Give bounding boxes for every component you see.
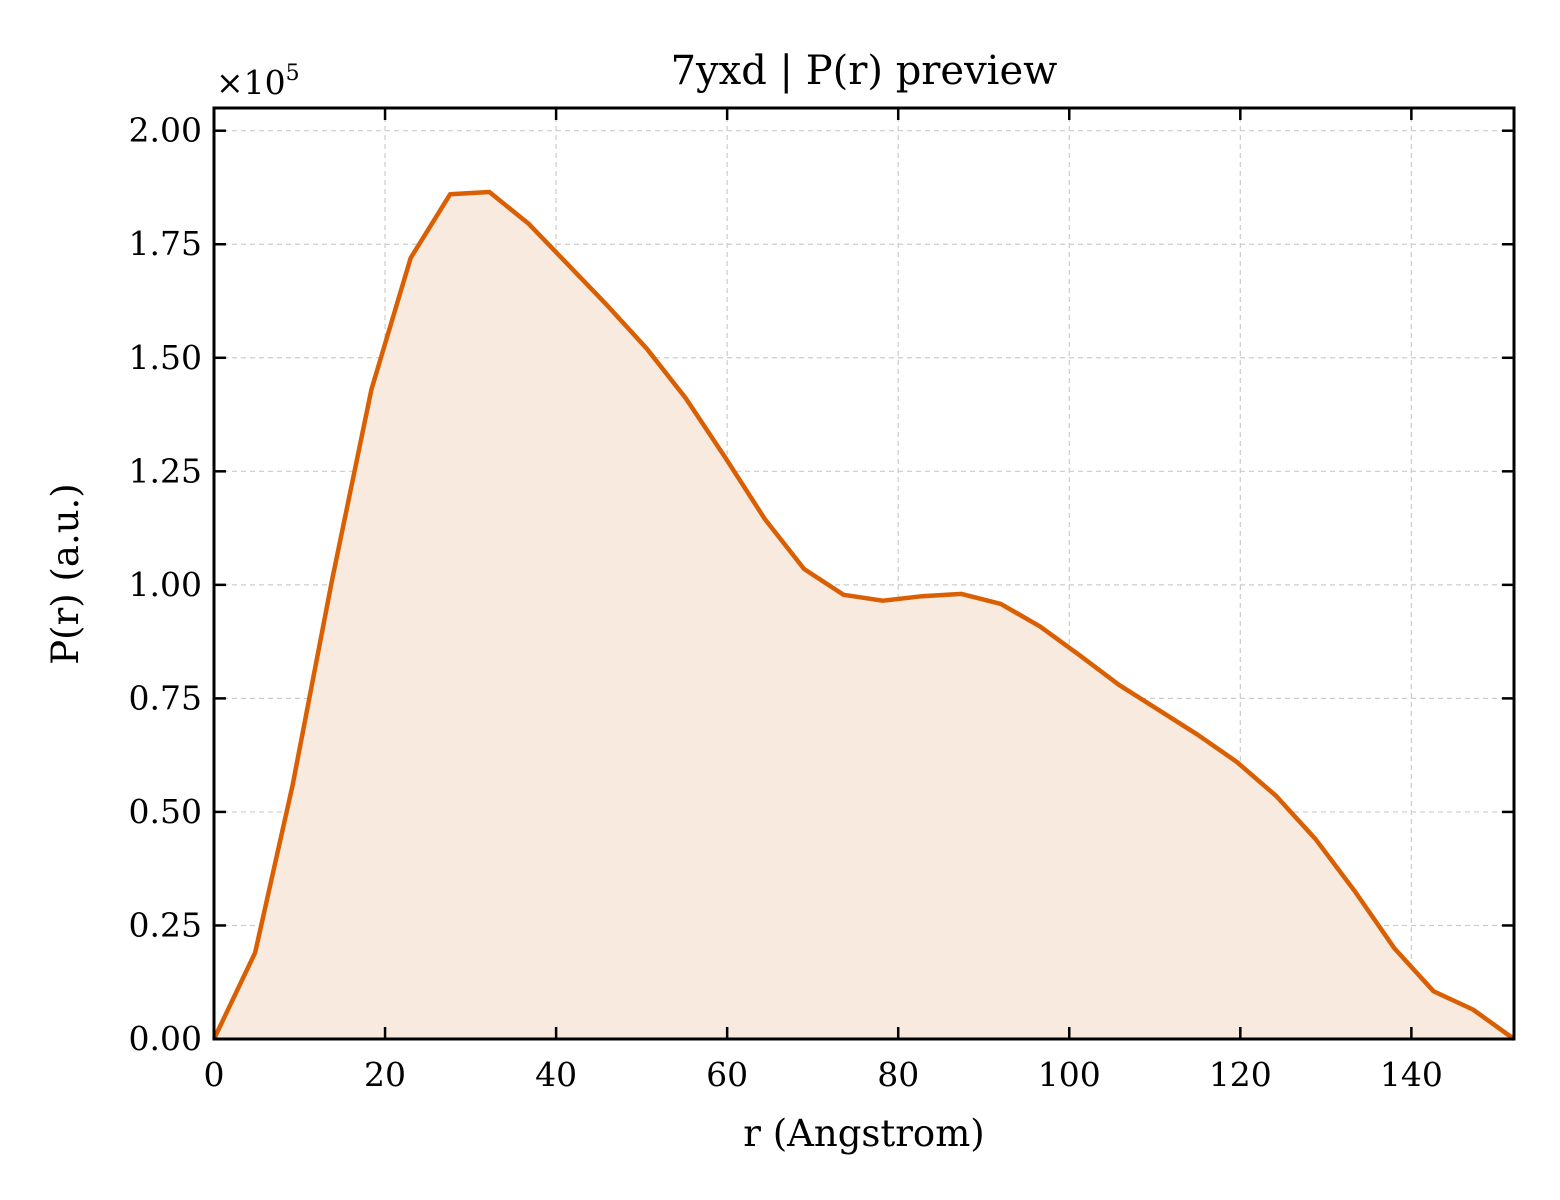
x-tick-label: 120 [1209,1055,1272,1094]
y-axis-multiplier-exponent: 5 [286,61,300,86]
y-tick-label: 0.75 [129,678,202,717]
y-tick-label: 1.25 [129,451,202,490]
plot-frame [212,106,1516,1041]
y-tick-label: 2.00 [129,111,202,150]
x-tick-label: 0 [204,1055,225,1094]
pr-area-fill [214,192,1514,1039]
y-tick-label: 0.25 [129,905,202,944]
y-tick-label: 1.75 [129,224,202,263]
x-tick-label: 40 [535,1055,577,1094]
y-tick-label: 0.00 [129,1019,202,1058]
y-axis-multiplier-base: ×10 [216,63,286,102]
x-tick-label: 100 [1038,1055,1101,1094]
y-tick-label: 0.50 [129,792,202,831]
x-tick-label: 140 [1380,1055,1443,1094]
x-tick-label: 80 [877,1055,919,1094]
y-axis-multiplier: ×105 [216,61,300,102]
tick-labels: 0 20 40 60 80 100 120 140 0.00 0.25 0.50 0.75 1.00 1.… [129,111,1443,1094]
x-axis-label: r (Angstrom) [743,1112,984,1155]
chart-title: 7yxd | P(r) preview [671,48,1058,94]
y-tick-label: 1.00 [129,565,202,604]
ticks [212,108,1514,1041]
y-tick-label: 1.50 [129,338,202,377]
x-tick-label: 20 [364,1055,406,1094]
x-tick-label: 60 [706,1055,748,1094]
y-axis-label: P(r) (a.u.) [44,483,87,665]
pr-series-line [211,189,1516,1041]
